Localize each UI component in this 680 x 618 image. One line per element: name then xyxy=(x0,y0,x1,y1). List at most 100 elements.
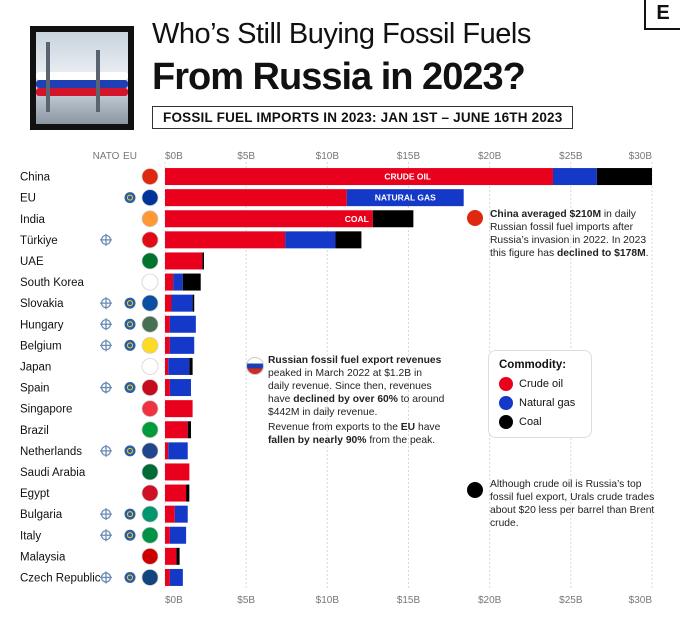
eu-icon-stars xyxy=(127,574,133,581)
bar-segment-crude-oil xyxy=(165,484,187,502)
bar-segment-crude-oil xyxy=(165,189,347,207)
bar-segment-crude-oil xyxy=(165,463,190,481)
eu-icon xyxy=(124,382,136,394)
country-flag-icon xyxy=(141,273,159,291)
bar-inline-label: NATURAL GAS xyxy=(375,193,436,203)
country-label: Bulgaria xyxy=(20,509,63,521)
country-label: Hungary xyxy=(20,319,64,331)
x-tick-label-bottom: $0B xyxy=(165,595,183,606)
nato-icon-cross xyxy=(100,529,112,542)
eu-icon-stars xyxy=(127,447,133,454)
country-flag-icon xyxy=(141,210,159,228)
eu-icon xyxy=(124,318,136,330)
oil-note: Although crude oil is Russia’s top fossi… xyxy=(490,479,655,529)
bar-segment-natural-gas xyxy=(168,442,188,460)
bar-segment-coal xyxy=(596,168,652,186)
bar-segment-natural-gas xyxy=(169,336,195,354)
eu-icon-stars xyxy=(127,194,133,201)
country-flag-icon xyxy=(141,421,159,439)
eu-icon-stars xyxy=(127,342,133,349)
country-flag-icon xyxy=(141,294,159,312)
bar-segment-natural-gas xyxy=(552,168,597,186)
nato-icon-cross xyxy=(100,508,112,521)
bar-segment-coal xyxy=(187,421,191,439)
bar-segment-crude-oil xyxy=(165,210,373,228)
bar-inline-label: COAL xyxy=(345,214,369,224)
eu-icon xyxy=(124,297,136,309)
country-label: India xyxy=(20,214,46,226)
eu-icon-stars xyxy=(127,321,133,328)
bar-segment-coal xyxy=(192,294,195,312)
country-label: South Korea xyxy=(20,277,85,289)
country-flag-icon xyxy=(141,231,159,249)
eu-icon-stars xyxy=(127,384,133,391)
eu-icon xyxy=(124,445,136,457)
x-tick-label-bottom: $30B xyxy=(629,595,653,606)
country-label: Czech Republic xyxy=(20,572,101,584)
eu-icon xyxy=(124,571,136,583)
country-flag-icon xyxy=(141,168,159,185)
x-tick-label-bottom: $20B xyxy=(478,595,502,606)
country-flag-icon xyxy=(141,463,159,481)
oil-drop-icon xyxy=(467,482,483,498)
country-label: Belgium xyxy=(20,340,62,352)
bar-segment-natural-gas xyxy=(169,315,196,333)
page-title-line2: From Russia in 2023? xyxy=(152,56,526,98)
x-tick-label-top: $0B xyxy=(165,151,183,162)
bar-segment-crude-oil xyxy=(165,526,170,544)
country-flag-icon xyxy=(141,442,159,460)
bar-segment-crude-oil xyxy=(165,252,203,270)
bar-segment-crude-oil xyxy=(165,336,170,354)
bar-segment-crude-oil xyxy=(165,400,193,418)
eu-icon-stars xyxy=(127,300,133,307)
bar-segment-crude-oil xyxy=(165,273,174,291)
country-label: UAE xyxy=(20,256,44,268)
bar-segment-crude-oil xyxy=(165,315,170,333)
natural-gas-swatch xyxy=(499,396,513,410)
bar-inline-label: CRUDE OIL xyxy=(384,172,431,182)
bar-segment-crude-oil xyxy=(165,442,169,460)
country-label: Saudi Arabia xyxy=(20,467,86,479)
eu-icon xyxy=(124,508,136,520)
x-tick-label-top: $30B xyxy=(629,151,653,162)
country-label: Brazil xyxy=(20,425,49,437)
x-tick-label-top: $10B xyxy=(316,151,340,162)
russia-flag-icon xyxy=(246,357,264,375)
x-tick-label-bottom: $10B xyxy=(316,595,340,606)
nato-icon-cross xyxy=(100,381,112,394)
country-flag-icon xyxy=(141,400,159,417)
bar-segment-crude-oil xyxy=(165,357,169,375)
country-flag-icon xyxy=(141,547,159,565)
nato-icon-cross xyxy=(100,339,112,352)
coal-swatch xyxy=(499,415,513,429)
eu-icon-stars xyxy=(127,511,133,518)
x-tick-label-bottom: $5B xyxy=(237,595,255,606)
bar-segment-crude-oil xyxy=(165,568,170,586)
country-label: Japan xyxy=(20,361,51,373)
country-label: Malaysia xyxy=(20,551,66,563)
legend-item-coal: Coal xyxy=(499,415,581,429)
eu-icon xyxy=(124,192,136,204)
country-flag-icon xyxy=(141,252,159,270)
eu-column-label: EU xyxy=(123,151,137,162)
page-title-line1: Who’s Still Buying Fossil Fuels xyxy=(152,18,531,50)
bar-segment-natural-gas xyxy=(285,231,336,249)
bar-segment-natural-gas xyxy=(173,273,183,291)
bar-segment-natural-gas xyxy=(169,379,191,397)
x-tick-label-top: $15B xyxy=(397,151,421,162)
eu-icon xyxy=(124,339,136,351)
legend: Commodity: Crude oil Natural gas Coal xyxy=(488,350,592,438)
bar-segment-coal xyxy=(189,357,193,375)
x-tick-label-top: $5B xyxy=(237,151,255,162)
country-label: Spain xyxy=(20,383,49,395)
x-tick-label-bottom: $15B xyxy=(397,595,421,606)
legend-item-natural-gas: Natural gas xyxy=(499,396,581,410)
x-tick-label-top: $25B xyxy=(559,151,583,162)
page-subtitle: FOSSIL FUEL IMPORTS IN 2023: JAN 1ST – J… xyxy=(152,106,574,129)
x-tick-label-bottom: $25B xyxy=(559,595,583,606)
bar-segment-coal xyxy=(335,231,362,249)
bar-segment-coal xyxy=(176,547,180,565)
bar-segment-crude-oil xyxy=(165,547,177,565)
eu-note: Revenue from exports to the EU have fall… xyxy=(268,422,441,446)
